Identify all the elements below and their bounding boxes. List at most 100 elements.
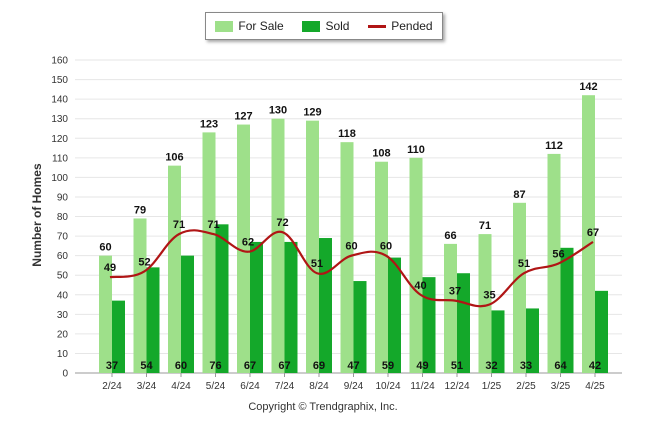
y-tick-label: 80 xyxy=(57,212,69,223)
data-label-for-sale: 71 xyxy=(479,220,491,232)
data-label-pended: 51 xyxy=(518,258,530,270)
legend-swatch-for-sale xyxy=(215,20,234,32)
data-label-sold: 32 xyxy=(485,360,497,372)
x-tick-label: 6/24 xyxy=(240,381,260,392)
y-tick-label: 140 xyxy=(51,95,68,106)
data-label-for-sale: 112 xyxy=(545,140,563,152)
x-tick-label: 10/24 xyxy=(375,381,400,392)
data-label-sold: 67 xyxy=(278,360,290,372)
data-label-sold: 69 xyxy=(313,360,325,372)
y-tick-label: 60 xyxy=(57,251,69,262)
x-tick-label: 2/25 xyxy=(516,381,536,392)
y-tick-label: 120 xyxy=(51,134,68,145)
data-label-for-sale: 66 xyxy=(444,230,456,242)
x-tick-label: 12/24 xyxy=(444,381,469,392)
bar-for-sale xyxy=(513,202,526,373)
bar-sold xyxy=(284,241,298,373)
x-axis-ticks: 2/24 3/24 4/24 5/24 6/24 7/24 8/24 9/24 10/24 11/… xyxy=(102,373,605,392)
legend-swatch-pended xyxy=(368,24,387,28)
data-label-sold: 64 xyxy=(554,360,567,372)
data-label-pended: 60 xyxy=(380,241,392,253)
bar-sold xyxy=(491,310,505,373)
y-tick-label: 160 xyxy=(51,56,68,67)
bars xyxy=(99,95,608,374)
pended-line-group xyxy=(109,229,594,308)
bar-sold xyxy=(422,277,436,373)
x-tick-label: 9/24 xyxy=(344,381,364,392)
data-label-pended: 56 xyxy=(552,248,564,260)
data-label-for-sale: 87 xyxy=(513,189,525,201)
bar-sold xyxy=(457,273,470,373)
y-tick-label: 150 xyxy=(51,75,68,86)
data-label-pended: 35 xyxy=(483,290,495,302)
bar-for-sale xyxy=(271,118,285,373)
pended-line xyxy=(109,229,594,308)
bar-sold xyxy=(353,281,367,373)
data-label-for-sale: 60 xyxy=(99,242,111,254)
data-label-for-sale: 129 xyxy=(303,107,321,119)
data-label-for-sale: 110 xyxy=(407,144,425,156)
x-tick-label: 2/24 xyxy=(102,381,122,392)
data-label-pended: 72 xyxy=(276,217,288,229)
x-tick-label: 8/24 xyxy=(309,381,329,392)
data-label-pended: 62 xyxy=(242,237,254,249)
x-tick-label: 4/24 xyxy=(171,381,191,392)
bar-sold xyxy=(215,224,229,373)
bar-for-sale xyxy=(547,153,561,373)
legend-item-for-sale[interactable]: For Sale xyxy=(215,19,284,33)
data-label-sold: 42 xyxy=(589,360,601,372)
x-tick-label: 7/24 xyxy=(275,381,295,392)
data-label-for-sale: 118 xyxy=(338,128,356,140)
y-axis-label: Number of Homes xyxy=(30,163,44,267)
legend-item-pended[interactable]: Pended xyxy=(368,19,433,33)
data-label-sold: 60 xyxy=(175,360,187,372)
y-tick-label: 50 xyxy=(57,271,69,282)
data-label-for-sale: 79 xyxy=(134,204,146,216)
data-label-pended: 51 xyxy=(311,258,323,270)
bar-for-sale xyxy=(168,165,181,373)
legend-item-sold[interactable]: Sold xyxy=(302,19,349,33)
data-label-sold: 47 xyxy=(347,360,359,372)
y-tick-label: 10 xyxy=(57,349,69,360)
y-tick-label: 100 xyxy=(51,173,68,184)
bar-for-sale xyxy=(582,95,595,374)
legend-label-pended: Pended xyxy=(391,19,433,33)
data-label-sold: 33 xyxy=(520,360,532,372)
bar-sold xyxy=(250,241,263,373)
bar-for-sale xyxy=(375,161,388,373)
y-tick-label: 0 xyxy=(62,369,68,380)
y-tick-label: 40 xyxy=(57,290,69,301)
data-label-for-sale: 108 xyxy=(372,148,390,160)
y-tick-label: 130 xyxy=(51,114,68,125)
bar-for-sale xyxy=(409,157,423,373)
x-tick-label: 4/25 xyxy=(585,381,605,392)
data-label-sold: 37 xyxy=(106,360,118,372)
y-tick-label: 30 xyxy=(57,310,69,321)
y-tick-label: 110 xyxy=(52,153,68,164)
legend: For Sale Sold Pended xyxy=(205,12,443,40)
bar-for-sale xyxy=(202,132,216,373)
data-label-for-sale: 142 xyxy=(579,81,597,93)
data-label-pended: 67 xyxy=(587,227,599,239)
y-tick-label: 20 xyxy=(57,329,69,340)
bar-for-sale xyxy=(133,218,147,373)
x-tick-label: 3/24 xyxy=(137,381,157,392)
bar-sold xyxy=(112,300,125,373)
bar-sold xyxy=(181,255,194,373)
data-label-pended: 49 xyxy=(104,262,116,274)
data-label-pended: 71 xyxy=(207,219,219,231)
data-label-pended: 37 xyxy=(449,286,461,298)
bar-sold xyxy=(146,267,160,373)
y-axis-ticks: 0 10 20 30 40 50 60 70 80 90 100 110 120 130 140 150 160 xyxy=(51,56,68,380)
x-tick-label: 3/25 xyxy=(551,381,571,392)
legend-label-sold: Sold xyxy=(325,19,350,33)
legend-label-for-sale: For Sale xyxy=(238,19,284,33)
data-label-sold: 76 xyxy=(209,360,221,372)
copyright: Copyright © Trendgraphix, Inc. xyxy=(248,401,398,413)
data-label-for-sale: 130 xyxy=(269,105,287,117)
data-label-for-sale: 123 xyxy=(200,118,218,130)
bar-for-sale xyxy=(478,234,492,373)
data-label-pended: 60 xyxy=(345,241,357,253)
data-label-sold: 49 xyxy=(416,360,428,372)
